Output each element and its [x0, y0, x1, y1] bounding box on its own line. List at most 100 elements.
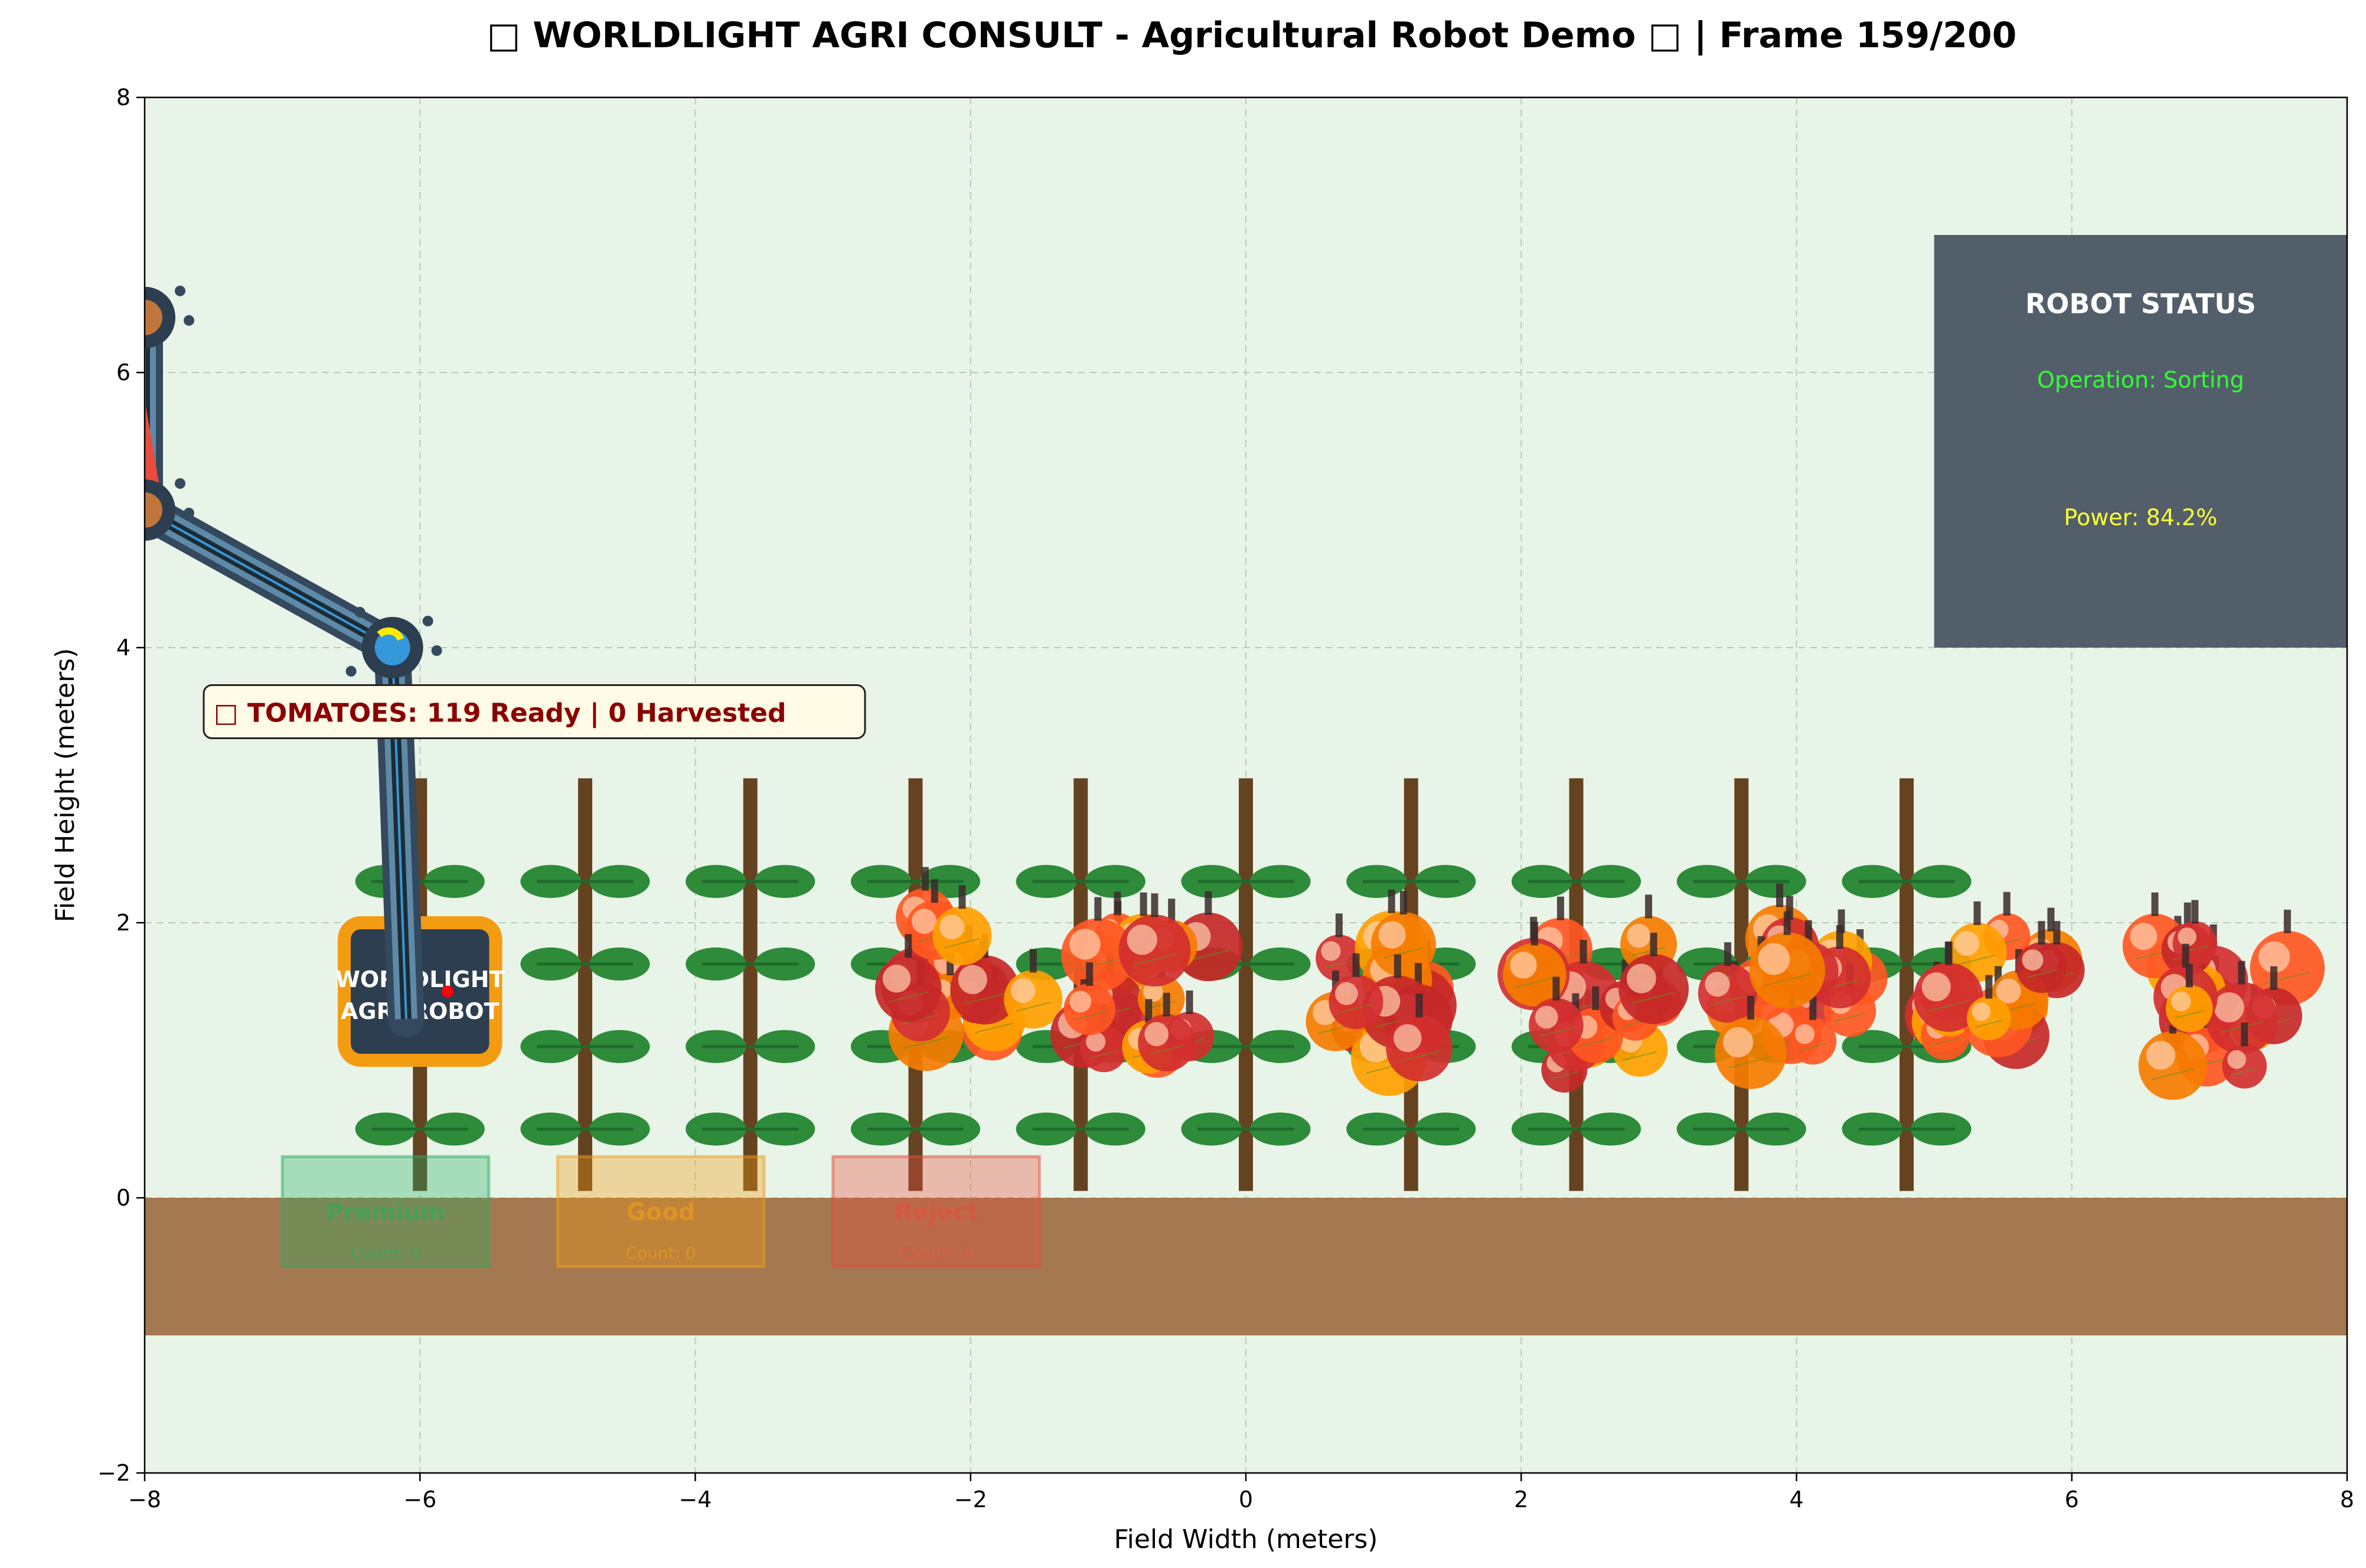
tomato-vein	[944, 938, 980, 949]
tomato-vein	[2175, 1010, 2204, 1019]
tomato-highlight	[1510, 952, 1537, 979]
x-tick-label: 6	[2065, 1487, 2079, 1513]
tomato	[2165, 985, 2213, 1033]
tomato-highlight	[2146, 1041, 2175, 1070]
tomato-stem	[1399, 890, 1407, 914]
tomato	[1138, 1014, 1196, 1072]
tomato-stem	[1151, 893, 1158, 917]
robot-joint-inner	[145, 299, 162, 335]
robot-joint-bolt	[107, 469, 118, 480]
tomato-vein	[2231, 1067, 2259, 1076]
tomato-highlight	[1758, 943, 1790, 975]
x-tick-label: −4	[678, 1487, 712, 1513]
robot-joint-inner	[145, 492, 162, 528]
tomato-highlight	[1627, 923, 1651, 948]
tomato-stem	[2053, 921, 2061, 945]
robot-joint-bolt	[354, 607, 365, 618]
robot-joint-bolt	[98, 528, 109, 539]
tomato-stem	[2038, 921, 2045, 945]
tomato	[1618, 953, 1689, 1024]
tomato-vein	[964, 992, 1006, 1005]
tomato-vein	[1015, 1001, 1051, 1012]
tomato-highlight	[1723, 1027, 1754, 1058]
y-tick-label: 0	[116, 1185, 130, 1211]
soil-strip	[145, 1198, 2347, 1335]
tomato-highlight	[911, 909, 937, 934]
y-tick-label: −2	[97, 1460, 130, 1486]
tomato	[1386, 1015, 1453, 1082]
tomato-vein	[1550, 1071, 1579, 1080]
tomato-highlight	[1321, 941, 1341, 961]
tomato-stem	[1094, 897, 1102, 921]
tomato	[1063, 984, 1115, 1035]
tomato-vein	[1632, 992, 1675, 1004]
tomato-vein	[1959, 955, 1995, 965]
tomato-highlight	[1086, 1032, 1106, 1052]
tomato-highlight	[1010, 978, 1036, 1003]
tomato-vein	[1578, 1037, 1613, 1047]
plant-stake	[1239, 778, 1253, 1191]
status-panel-title: ROBOT STATUS	[2025, 288, 2256, 320]
tomato-stem	[1944, 941, 1952, 965]
tomato-stem	[1394, 954, 1401, 978]
robot-joint-bolt	[184, 508, 194, 518]
bin-good	[556, 1155, 766, 1268]
tomato-counter-box: □ TOMATOES: 119 Ready | 0 Harvested	[203, 684, 866, 740]
robot-joint-bolt	[184, 315, 194, 326]
counter-text: □ TOMATOES: 119 Ready | 0 Harvested	[214, 698, 787, 729]
tomato-stem	[2047, 907, 2055, 932]
tomato-stem	[1556, 896, 1564, 920]
robot-sensor-red	[441, 985, 453, 998]
tomato-stem	[1724, 942, 1731, 966]
tomato-highlight	[1335, 982, 1358, 1005]
tomato-fruits	[874, 867, 2325, 1100]
tomato-stem	[1552, 976, 1560, 1001]
bin-reject	[831, 1155, 1041, 1268]
tomato-highlight	[1143, 982, 1163, 1002]
x-tick-label: 4	[1789, 1487, 1803, 1513]
tomato-stem	[1163, 992, 1170, 1017]
tomato	[1529, 998, 1584, 1053]
bin-count: Count: 0	[350, 1243, 420, 1263]
y-tick-label: 4	[116, 635, 130, 661]
tomato-vein	[1709, 995, 1746, 1006]
tomato-stem	[1205, 891, 1212, 915]
tomato-vein	[975, 1023, 1013, 1034]
x-axis-label: Field Width (meters)	[1114, 1524, 1378, 1554]
bin-label: Premium	[326, 1198, 445, 1226]
bin-count: Count: 0	[901, 1243, 971, 1263]
x-tick-label: 8	[2340, 1487, 2354, 1513]
robot-joint-bolt	[107, 277, 118, 288]
tomato-highlight	[1127, 925, 1157, 955]
plant-stake	[578, 778, 592, 1191]
tomato-vein	[1975, 1020, 2002, 1028]
tomato-stem	[1650, 932, 1657, 956]
tomato	[2016, 942, 2067, 993]
tomato-stem	[1747, 995, 1754, 1020]
x-tick-label: 0	[1239, 1487, 1253, 1513]
tomato-highlight	[1069, 929, 1101, 960]
tomato-highlight	[882, 965, 911, 993]
tomato-stem	[1973, 901, 1981, 925]
x-tick-label: 2	[1514, 1487, 1528, 1513]
tomato-stem	[1809, 996, 1817, 1020]
tomato-stem	[1645, 894, 1653, 919]
tomato-stem	[1414, 963, 1422, 987]
robot-joint-bolt	[175, 285, 185, 296]
tomato-stem	[2185, 963, 2193, 988]
tomato-highlight	[2130, 923, 2158, 950]
tomato-highlight	[1972, 1002, 1990, 1021]
tomato-vein	[1324, 959, 1353, 968]
bin-label: Reject	[895, 1198, 978, 1226]
tomato-stem	[1086, 962, 1094, 986]
tomato-stem	[958, 885, 966, 909]
status-panel-bg	[1934, 235, 2347, 648]
y-tick-label: 2	[116, 910, 130, 936]
tomato-vein	[2152, 1068, 2194, 1080]
y-tick-label: 6	[116, 360, 130, 386]
tomato-highlight	[1996, 978, 2021, 1004]
tomato	[1967, 996, 2011, 1041]
tomato-stem	[1168, 899, 1176, 923]
tomato-vein	[1834, 1012, 1866, 1022]
tomato-vein	[1339, 1004, 1373, 1014]
